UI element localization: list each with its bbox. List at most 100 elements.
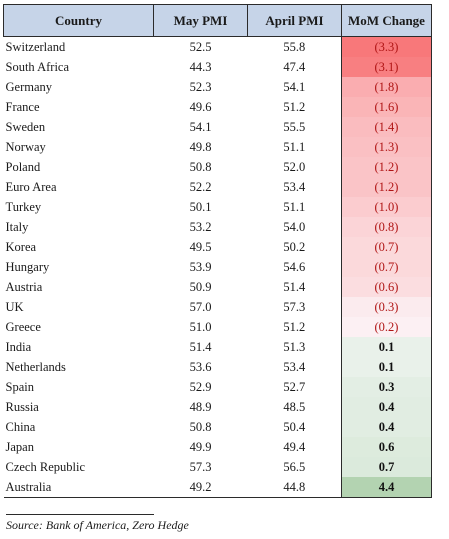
mom-change-cell: (1.8)	[341, 77, 432, 97]
april-pmi-cell: 53.4	[283, 359, 306, 374]
mom-change-cell: (3.3)	[341, 36, 432, 57]
header-row: Country May PMI April PMI MoM Change	[3, 4, 432, 37]
table-row: China 50.8 50.4 0.4	[4, 417, 432, 437]
april-pmi-cell: 50.2	[283, 239, 306, 254]
table-row: Norway 49.8 51.1 (1.3)	[4, 137, 432, 157]
table-body: Switzerland 52.5 55.8 (3.3) South Africa 44.3…	[3, 36, 432, 498]
april-pmi-cell: 51.2	[283, 99, 306, 114]
table-row: Greece 51.0 51.2 (0.2)	[4, 317, 432, 337]
may-pmi-cell: 51.4	[189, 339, 212, 354]
may-pmi-cell: 49.8	[189, 139, 212, 154]
may-pmi-cell: 52.5	[189, 39, 212, 54]
table-row: Korea 49.5 50.2 (0.7)	[4, 237, 432, 257]
april-pmi-cell: 54.0	[283, 219, 306, 234]
mom-change-cell: 0.1	[341, 357, 432, 377]
mom-change-cell: (0.8)	[341, 217, 432, 237]
header-country: Country	[3, 4, 154, 37]
mom-change-cell: (0.7)	[341, 257, 432, 277]
source-note: Source: Bank of America, Zero Hedge	[6, 518, 189, 532]
mom-change-cell: (0.2)	[341, 317, 432, 337]
country-cell: Hungary	[5, 259, 50, 274]
table-row: Switzerland 52.5 55.8 (3.3)	[4, 36, 432, 57]
table-row: Sweden 54.1 55.5 (1.4)	[4, 117, 432, 137]
april-pmi-cell: 54.6	[283, 259, 306, 274]
table-row: India 51.4 51.3 0.1	[4, 337, 432, 357]
april-pmi-cell: 51.3	[283, 339, 306, 354]
mom-change-cell: 0.4	[341, 397, 432, 417]
may-pmi-cell: 44.3	[189, 59, 212, 74]
mom-change-cell: 0.1	[341, 337, 432, 357]
table-row: Netherlands 53.6 53.4 0.1	[4, 357, 432, 377]
country-cell: Russia	[5, 399, 39, 414]
april-pmi-cell: 51.1	[283, 139, 306, 154]
april-pmi-cell: 55.5	[283, 119, 306, 134]
may-pmi-cell: 49.6	[189, 99, 212, 114]
mom-change-cell: 4.4	[341, 477, 432, 498]
country-cell: Turkey	[5, 199, 42, 214]
country-cell: Czech Republic	[5, 459, 86, 474]
may-pmi-cell: 50.9	[189, 279, 212, 294]
april-pmi-cell: 51.4	[283, 279, 306, 294]
country-cell: India	[5, 339, 32, 354]
april-pmi-cell: 55.8	[283, 39, 306, 54]
header-mom-change: MoM Change	[341, 4, 432, 37]
country-cell: UK	[5, 299, 24, 314]
table-row: Germany 52.3 54.1 (1.8)	[4, 77, 432, 97]
table-row: Japan 49.9 49.4 0.6	[4, 437, 432, 457]
table-row: South Africa 44.3 47.4 (3.1)	[4, 57, 432, 77]
april-pmi-cell: 53.4	[283, 179, 306, 194]
april-pmi-cell: 52.0	[283, 159, 306, 174]
may-pmi-cell: 51.0	[189, 319, 212, 334]
country-cell: Austria	[5, 279, 43, 294]
april-pmi-cell: 54.1	[283, 79, 306, 94]
table-row: Russia 48.9 48.5 0.4	[4, 397, 432, 417]
country-cell: Netherlands	[5, 359, 66, 374]
mom-change-cell: (0.6)	[341, 277, 432, 297]
april-pmi-cell: 56.5	[283, 459, 306, 474]
mom-change-cell: 0.3	[341, 377, 432, 397]
mom-change-cell: (0.7)	[341, 237, 432, 257]
mom-change-cell: (1.2)	[341, 157, 432, 177]
may-pmi-cell: 50.1	[189, 199, 212, 214]
mom-change-cell: (1.6)	[341, 97, 432, 117]
table-row: Australia 49.2 44.8 4.4	[3, 477, 432, 498]
april-pmi-cell: 44.8	[247, 477, 342, 498]
pmi-table: Country May PMI April PMI MoM Change Swi…	[3, 4, 432, 498]
country-cell: Germany	[5, 79, 53, 94]
country-cell: Sweden	[5, 119, 46, 134]
mom-change-cell: (1.2)	[341, 177, 432, 197]
country-cell: Australia	[3, 477, 154, 498]
table-row: Turkey 50.1 51.1 (1.0)	[4, 197, 432, 217]
may-pmi-cell: 53.9	[189, 259, 212, 274]
country-cell: Poland	[5, 159, 41, 174]
table-row: UK 57.0 57.3 (0.3)	[4, 297, 432, 317]
may-pmi-cell: 57.3	[189, 459, 212, 474]
country-cell: China	[5, 419, 36, 434]
april-pmi-cell: 51.1	[283, 199, 306, 214]
table-row: Poland 50.8 52.0 (1.2)	[4, 157, 432, 177]
may-pmi-cell: 49.2	[153, 477, 248, 498]
april-pmi-cell: 52.7	[283, 379, 306, 394]
country-cell: Italy	[5, 219, 29, 234]
april-pmi-cell: 47.4	[283, 59, 306, 74]
mom-change-cell: 0.6	[341, 437, 432, 457]
may-pmi-cell: 49.9	[189, 439, 212, 454]
country-cell: Greece	[5, 319, 41, 334]
mom-change-cell: (0.3)	[341, 297, 432, 317]
country-cell: France	[5, 99, 40, 114]
april-pmi-cell: 57.3	[283, 299, 306, 314]
table-row: Italy 53.2 54.0 (0.8)	[4, 217, 432, 237]
mom-change-cell: (3.1)	[341, 57, 432, 77]
table-row: Austria 50.9 51.4 (0.6)	[4, 277, 432, 297]
may-pmi-cell: 52.2	[189, 179, 212, 194]
april-pmi-cell: 48.5	[283, 399, 306, 414]
header-april-pmi: April PMI	[247, 4, 342, 37]
table-row: Spain 52.9 52.7 0.3	[4, 377, 432, 397]
mom-change-cell: 0.7	[341, 457, 432, 477]
april-pmi-cell: 51.2	[283, 319, 306, 334]
table-row: Czech Republic 57.3 56.5 0.7	[4, 457, 432, 477]
may-pmi-cell: 52.9	[189, 379, 212, 394]
country-cell: South Africa	[5, 59, 70, 74]
country-cell: Euro Area	[5, 179, 57, 194]
table-row: Euro Area 52.2 53.4 (1.2)	[4, 177, 432, 197]
